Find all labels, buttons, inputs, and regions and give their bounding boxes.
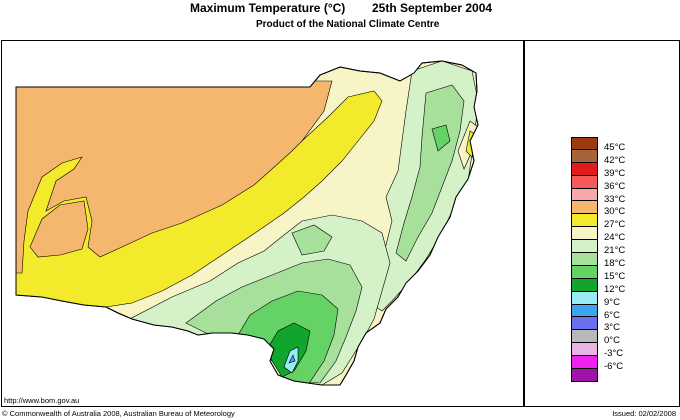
issued-date: Issued: 02/02/2008 <box>612 409 676 418</box>
title-text: Maximum Temperature (°C) <box>190 1 346 15</box>
zone-27c <box>16 90 383 308</box>
legend-label: 24°C <box>604 232 626 244</box>
legend-entry <box>571 369 680 382</box>
legend-swatch <box>571 227 598 241</box>
legend-entry: -3°C <box>571 343 680 359</box>
legend-entry: 9°C <box>571 291 680 308</box>
legend-entry: 0°C <box>571 330 680 346</box>
legend-label: 36°C <box>604 180 626 192</box>
legend-label: 21°C <box>604 245 626 257</box>
legend-swatch <box>571 343 598 357</box>
legend-entry: 33°C <box>571 188 680 205</box>
legend-label: 0°C <box>604 335 620 347</box>
legend-swatch <box>571 356 598 370</box>
legend-entry: 18°C <box>571 253 680 269</box>
nsw-border <box>15 60 479 386</box>
legend-label: 6°C <box>604 309 620 321</box>
legend-swatch <box>571 175 598 189</box>
zone-12c-alps <box>265 322 311 378</box>
legend-swatch <box>571 201 598 215</box>
legend-label: -3°C <box>604 348 624 360</box>
legend-entry: 15°C <box>571 265 680 282</box>
legend-label: -6°C <box>604 361 624 373</box>
map-panel <box>1 40 524 407</box>
legend-swatch <box>571 188 598 202</box>
date-text: 25th September 2004 <box>372 1 493 15</box>
legend-entry: 42°C <box>571 149 680 166</box>
legend-label: 33°C <box>604 193 626 205</box>
legend-label: 39°C <box>604 167 626 179</box>
legend-entry: 45°C <box>571 137 680 153</box>
legend-entry: 36°C <box>571 175 680 192</box>
legend-swatch <box>571 304 598 318</box>
nsw-temperature-map <box>15 60 479 386</box>
legend-swatch <box>571 291 598 305</box>
legend-label: 45°C <box>604 142 626 153</box>
legend-entry: 24°C <box>571 227 680 243</box>
legend-entry: 27°C <box>571 214 680 230</box>
zone-18c-plateau <box>291 224 333 256</box>
legend-swatch <box>571 137 598 150</box>
legend-entry: 30°C <box>571 201 680 217</box>
legend-label: 15°C <box>604 270 626 282</box>
legend-swatch <box>571 240 598 254</box>
legend-swatch <box>571 149 598 163</box>
legend-label: 9°C <box>604 296 620 308</box>
legend-label: 12°C <box>604 283 626 295</box>
map-title: Maximum Temperature (°C) 25th September … <box>0 0 680 18</box>
legend-entry: 12°C <box>571 278 680 295</box>
source-url: http://www.bom.gov.au <box>4 396 80 405</box>
legend-label: 18°C <box>604 258 626 270</box>
copyright-text: © Commonwealth of Australia 2008, Austra… <box>2 409 235 418</box>
legend-entry: 3°C <box>571 317 680 333</box>
legend-swatch <box>571 162 598 176</box>
legend-swatch <box>571 265 598 279</box>
legend-label: 42°C <box>604 154 626 166</box>
legend-swatch <box>571 278 598 292</box>
legend-swatch <box>571 214 598 228</box>
legend-swatch <box>571 253 598 266</box>
legend-label: 30°C <box>604 206 626 218</box>
zone-15c-east <box>431 124 451 152</box>
legend-label: 3°C <box>604 322 620 334</box>
legend-entry: 6°C <box>571 304 680 321</box>
subtitle: Product of the National Climate Centre <box>256 19 440 30</box>
legend-entry: -6°C <box>571 356 680 372</box>
legend-entry: 21°C <box>571 240 680 256</box>
legend-label: 27°C <box>604 219 626 231</box>
zone-6c-alps <box>288 354 296 364</box>
legend-entry: 39°C <box>571 162 680 179</box>
legend-panel: 45°C 42°C 39°C 36°C 33°C 30°C 27°C 24°C 21°C 18°C… <box>524 40 680 407</box>
zone-30c-pocket <box>29 200 89 258</box>
legend-swatch <box>571 369 598 382</box>
temperature-legend: 45°C 42°C 39°C 36°C 33°C 30°C 27°C 24°C 21°C 18°C… <box>571 137 680 382</box>
legend-swatch <box>571 330 598 344</box>
legend-swatch <box>571 317 598 331</box>
